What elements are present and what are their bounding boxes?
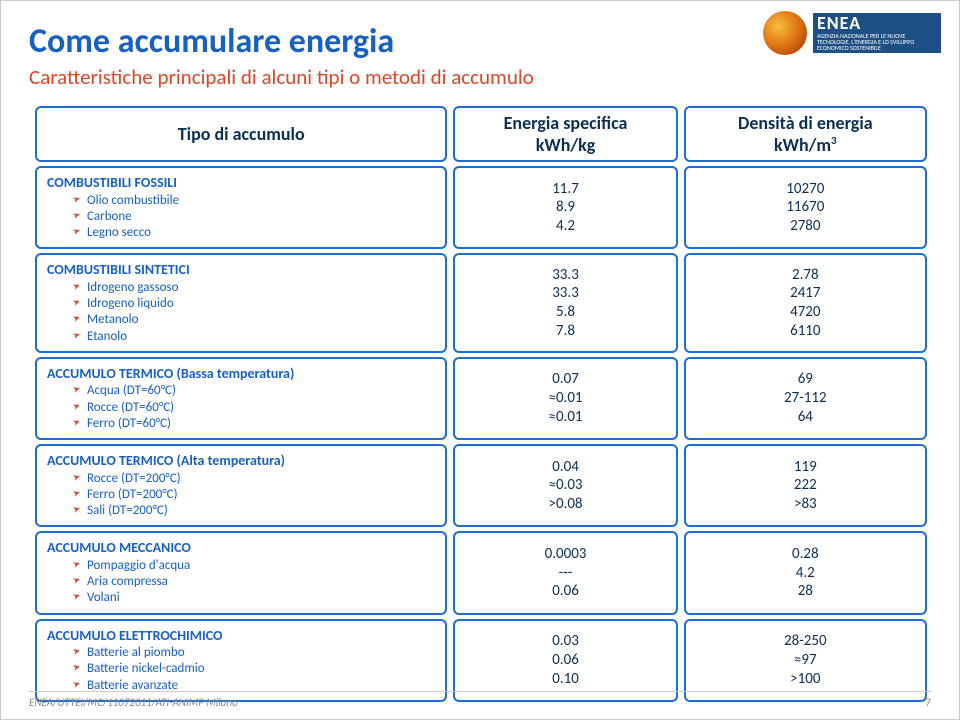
list-item: Ferro (DT=200°C) [73, 487, 435, 503]
category-label: ACCUMULO ELETTROCHIMICO [47, 627, 435, 645]
cell-energy: 33.333.35.87.8 [453, 253, 677, 353]
cell-density: 119222>83 [684, 444, 927, 527]
list-item: Idrogeno gassoso [73, 280, 435, 296]
cell-density: 0.284.228 [684, 531, 927, 614]
table-row: ACCUMULO ELETTROCHIMICOBatterie al piomb… [35, 619, 927, 702]
cell-density: 2.78241747206110 [684, 253, 927, 353]
list-item: Metanolo [73, 312, 435, 328]
logo-text: ENEA AGENZIA NAZIONALE PER LE NUOVE TECN… [813, 13, 941, 53]
list-item: Carbone [73, 209, 435, 225]
item-list: Olio combustibileCarboneLegno secco [73, 193, 435, 242]
table-row: COMBUSTIBILI SINTETICIIdrogeno gassosoId… [35, 253, 927, 353]
footer: ENEA/UTTEI/MC/11072011/ATI-ANIMP Milano … [29, 691, 931, 709]
table-row: ACCUMULO TERMICO (Alta temperatura)Rocce… [35, 444, 927, 527]
list-item: Rocce (DT=200°C) [73, 471, 435, 487]
page-subtitle: Caratteristiche principali di alcuni tip… [29, 64, 931, 90]
item-list: Idrogeno gassosoIdrogeno liquidoMetanolo… [73, 280, 435, 345]
list-item: Ferro (DT=60°C) [73, 416, 435, 432]
category-label: ACCUMULO TERMICO (Alta temperatura) [47, 452, 435, 470]
list-item: Pompaggio d'acqua [73, 558, 435, 574]
header-energy: Energia specifica kWh/kg [453, 106, 677, 162]
cell-energy: 0.030.060.10 [453, 619, 677, 702]
category-label: COMBUSTIBILI FOSSILI [47, 174, 435, 192]
list-item: Rocce (DT=60°C) [73, 400, 435, 416]
cell-energy: 0.04≈0.03>0.08 [453, 444, 677, 527]
list-item: Etanolo [73, 329, 435, 345]
list-item: Acqua (DT=60°C) [73, 383, 435, 399]
item-list: Pompaggio d'acquaAria compressaVolani [73, 558, 435, 607]
table-row: COMBUSTIBILI FOSSILIOlio combustibileCar… [35, 166, 927, 249]
list-item: Idrogeno liquido [73, 296, 435, 312]
logo-tagline: AGENZIA NAZIONALE PER LE NUOVE TECNOLOGI… [813, 32, 941, 53]
footer-text: ENEA/UTTEI/MC/11072011/ATI-ANIMP Milano [29, 696, 238, 709]
category-label: ACCUMULO MECCANICO [47, 539, 435, 557]
header-density: Densità di energia kWh/m3 [684, 106, 927, 162]
category-label: COMBUSTIBILI SINTETICI [47, 261, 435, 279]
energy-table: Tipo di accumulo Energia specifica kWh/k… [29, 102, 933, 706]
slide: ENEA AGENZIA NAZIONALE PER LE NUOVE TECN… [0, 0, 960, 720]
logo-brand: ENEA [813, 13, 941, 32]
table-header-row: Tipo di accumulo Energia specifica kWh/k… [35, 106, 927, 162]
cell-density: 28-250≈97>100 [684, 619, 927, 702]
logo-orb-icon [763, 11, 807, 55]
table-row: ACCUMULO MECCANICOPompaggio d'acquaAria … [35, 531, 927, 614]
page-number: 7 [925, 696, 931, 709]
cell-type: ACCUMULO TERMICO (Bassa temperatura)Acqu… [35, 357, 447, 440]
list-item: Aria compressa [73, 574, 435, 590]
header-type: Tipo di accumulo [35, 106, 447, 162]
cell-density: 10270116702780 [684, 166, 927, 249]
cell-density: 6927-11264 [684, 357, 927, 440]
cell-type: ACCUMULO ELETTROCHIMICOBatterie al piomb… [35, 619, 447, 702]
list-item: Volani [73, 590, 435, 606]
category-label: ACCUMULO TERMICO (Bassa temperatura) [47, 365, 435, 383]
table-row: ACCUMULO TERMICO (Bassa temperatura)Acqu… [35, 357, 927, 440]
cell-type: COMBUSTIBILI FOSSILIOlio combustibileCar… [35, 166, 447, 249]
item-list: Acqua (DT=60°C)Rocce (DT=60°C)Ferro (DT=… [73, 383, 435, 432]
brand-logo: ENEA AGENZIA NAZIONALE PER LE NUOVE TECN… [763, 11, 941, 55]
list-item: Olio combustibile [73, 193, 435, 209]
cell-type: ACCUMULO TERMICO (Alta temperatura)Rocce… [35, 444, 447, 527]
list-item: Legno secco [73, 225, 435, 241]
list-item: Batterie al piombo [73, 645, 435, 661]
cell-energy: 0.0003---0.06 [453, 531, 677, 614]
list-item: Sali (DT=200°C) [73, 503, 435, 519]
item-list: Rocce (DT=200°C)Ferro (DT=200°C)Sali (DT… [73, 471, 435, 520]
list-item: Batterie nickel-cadmio [73, 661, 435, 677]
cell-energy: 11.78.94.2 [453, 166, 677, 249]
cell-type: ACCUMULO MECCANICOPompaggio d'acquaAria … [35, 531, 447, 614]
item-list: Batterie al piomboBatterie nickel-cadmio… [73, 645, 435, 694]
cell-type: COMBUSTIBILI SINTETICIIdrogeno gassosoId… [35, 253, 447, 353]
cell-energy: 0.07≈0.01≈0.01 [453, 357, 677, 440]
